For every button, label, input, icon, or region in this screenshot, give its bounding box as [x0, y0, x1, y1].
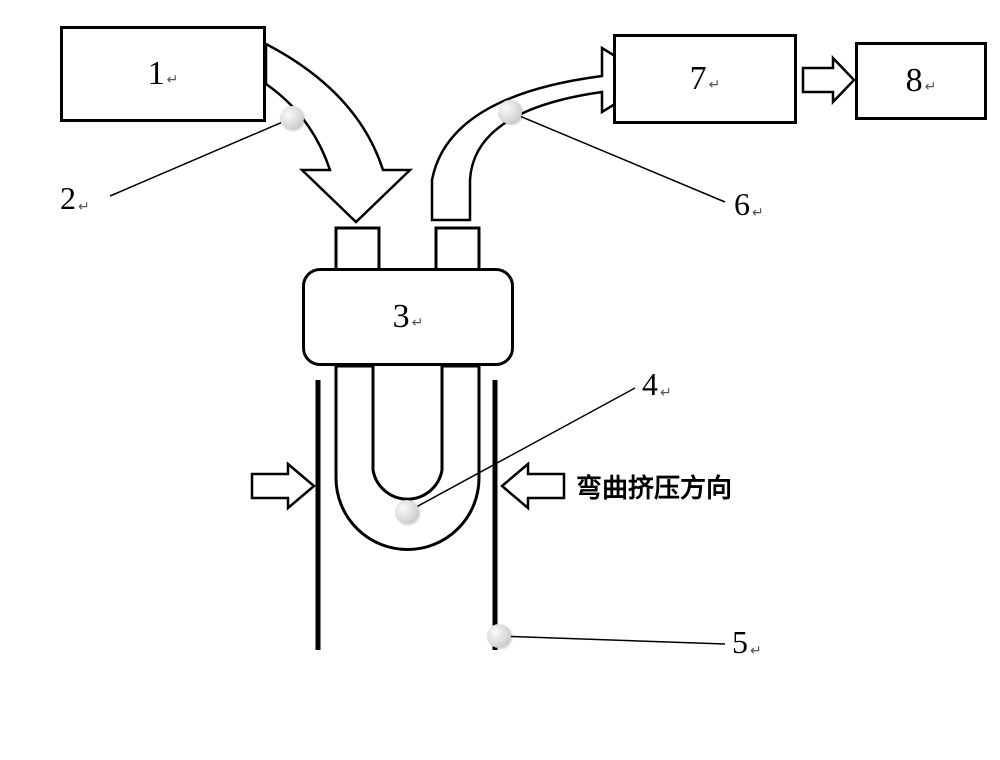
box-8-label: 8 — [906, 62, 923, 100]
node-2 — [280, 106, 304, 130]
flow-arrow-1-to-3 — [266, 44, 410, 222]
return-mark: ↵ — [412, 315, 424, 332]
label-2-text: 2 — [60, 180, 76, 216]
return-mark: ↵ — [752, 206, 764, 221]
return-mark: ↵ — [709, 77, 721, 94]
box-1-label: 1 — [148, 55, 165, 93]
box-1: 1↵ — [60, 26, 266, 122]
box-3-label: 3 — [393, 298, 410, 336]
arrow-7-to-8 — [803, 58, 854, 102]
node-6 — [498, 100, 522, 124]
node-5 — [487, 624, 511, 648]
box-7: 7↵ — [613, 34, 797, 124]
box-7-label: 7 — [690, 60, 707, 98]
leader-2 — [110, 118, 292, 196]
return-mark: ↵ — [78, 200, 90, 215]
cn-text: 弯曲挤压方向 — [576, 474, 732, 503]
inlet-stub-right — [436, 228, 479, 270]
diagram-canvas: 1↵ 7↵ 8↵ 3↵ 2↵ 6↵ 4↵ 5↵ 弯曲挤压方向 — [0, 0, 1000, 760]
box-8: 8↵ — [855, 42, 987, 120]
box-3: 3↵ — [302, 268, 514, 366]
squeeze-arrow-left — [252, 464, 314, 508]
label-2: 2↵ — [60, 180, 90, 217]
node-4 — [395, 500, 419, 524]
return-mark: ↵ — [660, 386, 672, 401]
label-6: 6↵ — [734, 186, 764, 223]
label-4: 4↵ — [642, 366, 672, 403]
squeeze-direction-text: 弯曲挤压方向 — [576, 468, 732, 505]
label-6-text: 6 — [734, 186, 750, 222]
label-4-text: 4 — [642, 366, 658, 402]
label-5: 5↵ — [732, 624, 762, 661]
inlet-stub-left — [336, 228, 379, 270]
label-5-text: 5 — [732, 624, 748, 660]
leader-6 — [510, 112, 725, 202]
squeeze-arrow-right — [502, 464, 564, 508]
return-mark: ↵ — [925, 79, 937, 96]
leader-5 — [499, 636, 725, 644]
return-mark: ↵ — [167, 72, 179, 89]
return-mark: ↵ — [750, 644, 762, 659]
